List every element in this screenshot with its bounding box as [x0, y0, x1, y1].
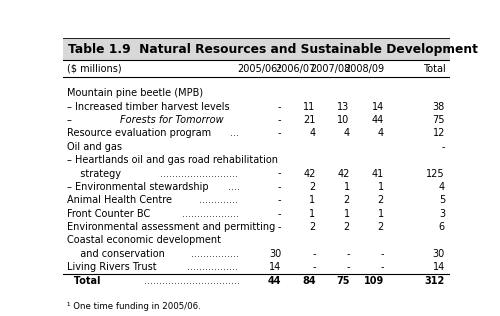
Text: 2: 2 [378, 222, 384, 232]
Text: 21: 21 [303, 115, 316, 125]
Text: 44: 44 [372, 115, 384, 125]
Text: ................................................................................: ........................................… [228, 182, 468, 192]
Text: 2: 2 [310, 182, 316, 192]
Text: and conservation: and conservation [74, 249, 164, 259]
Text: Animal Health Centre: Animal Health Centre [67, 195, 175, 205]
Text: 14: 14 [269, 262, 281, 272]
Text: Forests for Tomorrow: Forests for Tomorrow [120, 115, 227, 125]
Text: Coastal economic development: Coastal economic development [67, 235, 221, 246]
Text: -: - [278, 128, 281, 138]
Text: 4: 4 [378, 128, 384, 138]
Text: ................................................................................: ........................................… [244, 102, 484, 112]
Text: -: - [278, 115, 281, 125]
Text: 1: 1 [310, 195, 316, 205]
Text: 11: 11 [304, 102, 316, 112]
Text: 38: 38 [432, 102, 445, 112]
Text: ................................................................................: ........................................… [144, 276, 384, 286]
Text: 75: 75 [432, 115, 445, 125]
Text: ................................................................................: ........................................… [199, 195, 439, 205]
Text: 125: 125 [426, 168, 445, 179]
Text: – Increased timber harvest levels: – Increased timber harvest levels [67, 102, 232, 112]
Text: 30: 30 [432, 249, 445, 259]
Text: Front Counter BC: Front Counter BC [67, 209, 153, 219]
Text: 1: 1 [310, 209, 316, 219]
Text: Total: Total [422, 64, 446, 74]
Text: ................................................................................: ........................................… [160, 168, 400, 179]
Text: 4: 4 [310, 128, 316, 138]
Text: Living Rivers Trust: Living Rivers Trust [67, 262, 160, 272]
Text: -: - [278, 195, 281, 205]
Text: 2005/06¹: 2005/06¹ [238, 64, 282, 74]
Text: ................................................................................: ........................................… [279, 222, 500, 232]
Text: 2008/09: 2008/09 [344, 64, 384, 74]
Text: 3: 3 [439, 209, 445, 219]
Text: ¹ One time funding in 2005/06.: ¹ One time funding in 2005/06. [67, 302, 200, 311]
Text: ................................................................................: ........................................… [230, 128, 470, 138]
Text: 75: 75 [336, 276, 349, 286]
Text: 4: 4 [439, 182, 445, 192]
Text: 10: 10 [338, 115, 349, 125]
Text: -: - [278, 182, 281, 192]
Text: Oil and gas: Oil and gas [67, 142, 122, 152]
Text: strategy: strategy [74, 168, 124, 179]
Text: 6: 6 [439, 222, 445, 232]
Text: 312: 312 [424, 276, 445, 286]
Text: 14: 14 [372, 102, 384, 112]
Text: -: - [380, 262, 384, 272]
Text: -: - [278, 168, 281, 179]
Text: -: - [278, 222, 281, 232]
Text: ................................................................................: ........................................… [188, 262, 428, 272]
Text: 2: 2 [344, 222, 349, 232]
Text: Total: Total [67, 276, 104, 286]
Text: 30: 30 [269, 249, 281, 259]
Text: Resource evaluation program: Resource evaluation program [67, 128, 214, 138]
Text: 1: 1 [344, 209, 349, 219]
Text: -: - [312, 262, 316, 272]
Text: ($ millions): ($ millions) [67, 64, 122, 74]
Text: 42: 42 [303, 168, 316, 179]
Text: ................................................................................: ........................................… [191, 249, 431, 259]
Text: ................................................................................: ........................................… [240, 115, 480, 125]
Text: 2007/08: 2007/08 [310, 64, 350, 74]
Text: 1: 1 [344, 182, 349, 192]
Text: 13: 13 [338, 102, 349, 112]
Text: 2: 2 [378, 195, 384, 205]
Text: 44: 44 [268, 276, 281, 286]
Text: 2: 2 [310, 222, 316, 232]
Text: 12: 12 [432, 128, 445, 138]
Text: -: - [312, 249, 316, 259]
Text: 1: 1 [378, 182, 384, 192]
Text: Table 1.9  Natural Resources and Sustainable Development: Table 1.9 Natural Resources and Sustaina… [68, 43, 478, 56]
Text: 14: 14 [432, 262, 445, 272]
Text: ................................................................................: ........................................… [182, 209, 422, 219]
Text: –: – [67, 115, 75, 125]
Text: -: - [346, 249, 350, 259]
Text: 2006/07: 2006/07 [276, 64, 316, 74]
Text: 84: 84 [302, 276, 316, 286]
Text: 4: 4 [344, 128, 349, 138]
Text: -: - [278, 209, 281, 219]
Text: 1: 1 [378, 209, 384, 219]
Text: -: - [442, 142, 445, 152]
Text: – Environmental stewardship: – Environmental stewardship [67, 182, 212, 192]
Text: -: - [278, 102, 281, 112]
Text: 42: 42 [338, 168, 349, 179]
Text: 2: 2 [344, 195, 349, 205]
Text: 5: 5 [438, 195, 445, 205]
Text: -: - [346, 262, 350, 272]
Text: – Heartlands oil and gas road rehabilitation: – Heartlands oil and gas road rehabilita… [67, 155, 278, 165]
Text: Mountain pine beetle (MPB): Mountain pine beetle (MPB) [67, 88, 203, 98]
Bar [62, 39, 450, 60]
Text: 109: 109 [364, 276, 384, 286]
Text: Environmental assessment and permitting: Environmental assessment and permitting [67, 222, 278, 232]
Text: 41: 41 [372, 168, 384, 179]
Text: -: - [380, 249, 384, 259]
